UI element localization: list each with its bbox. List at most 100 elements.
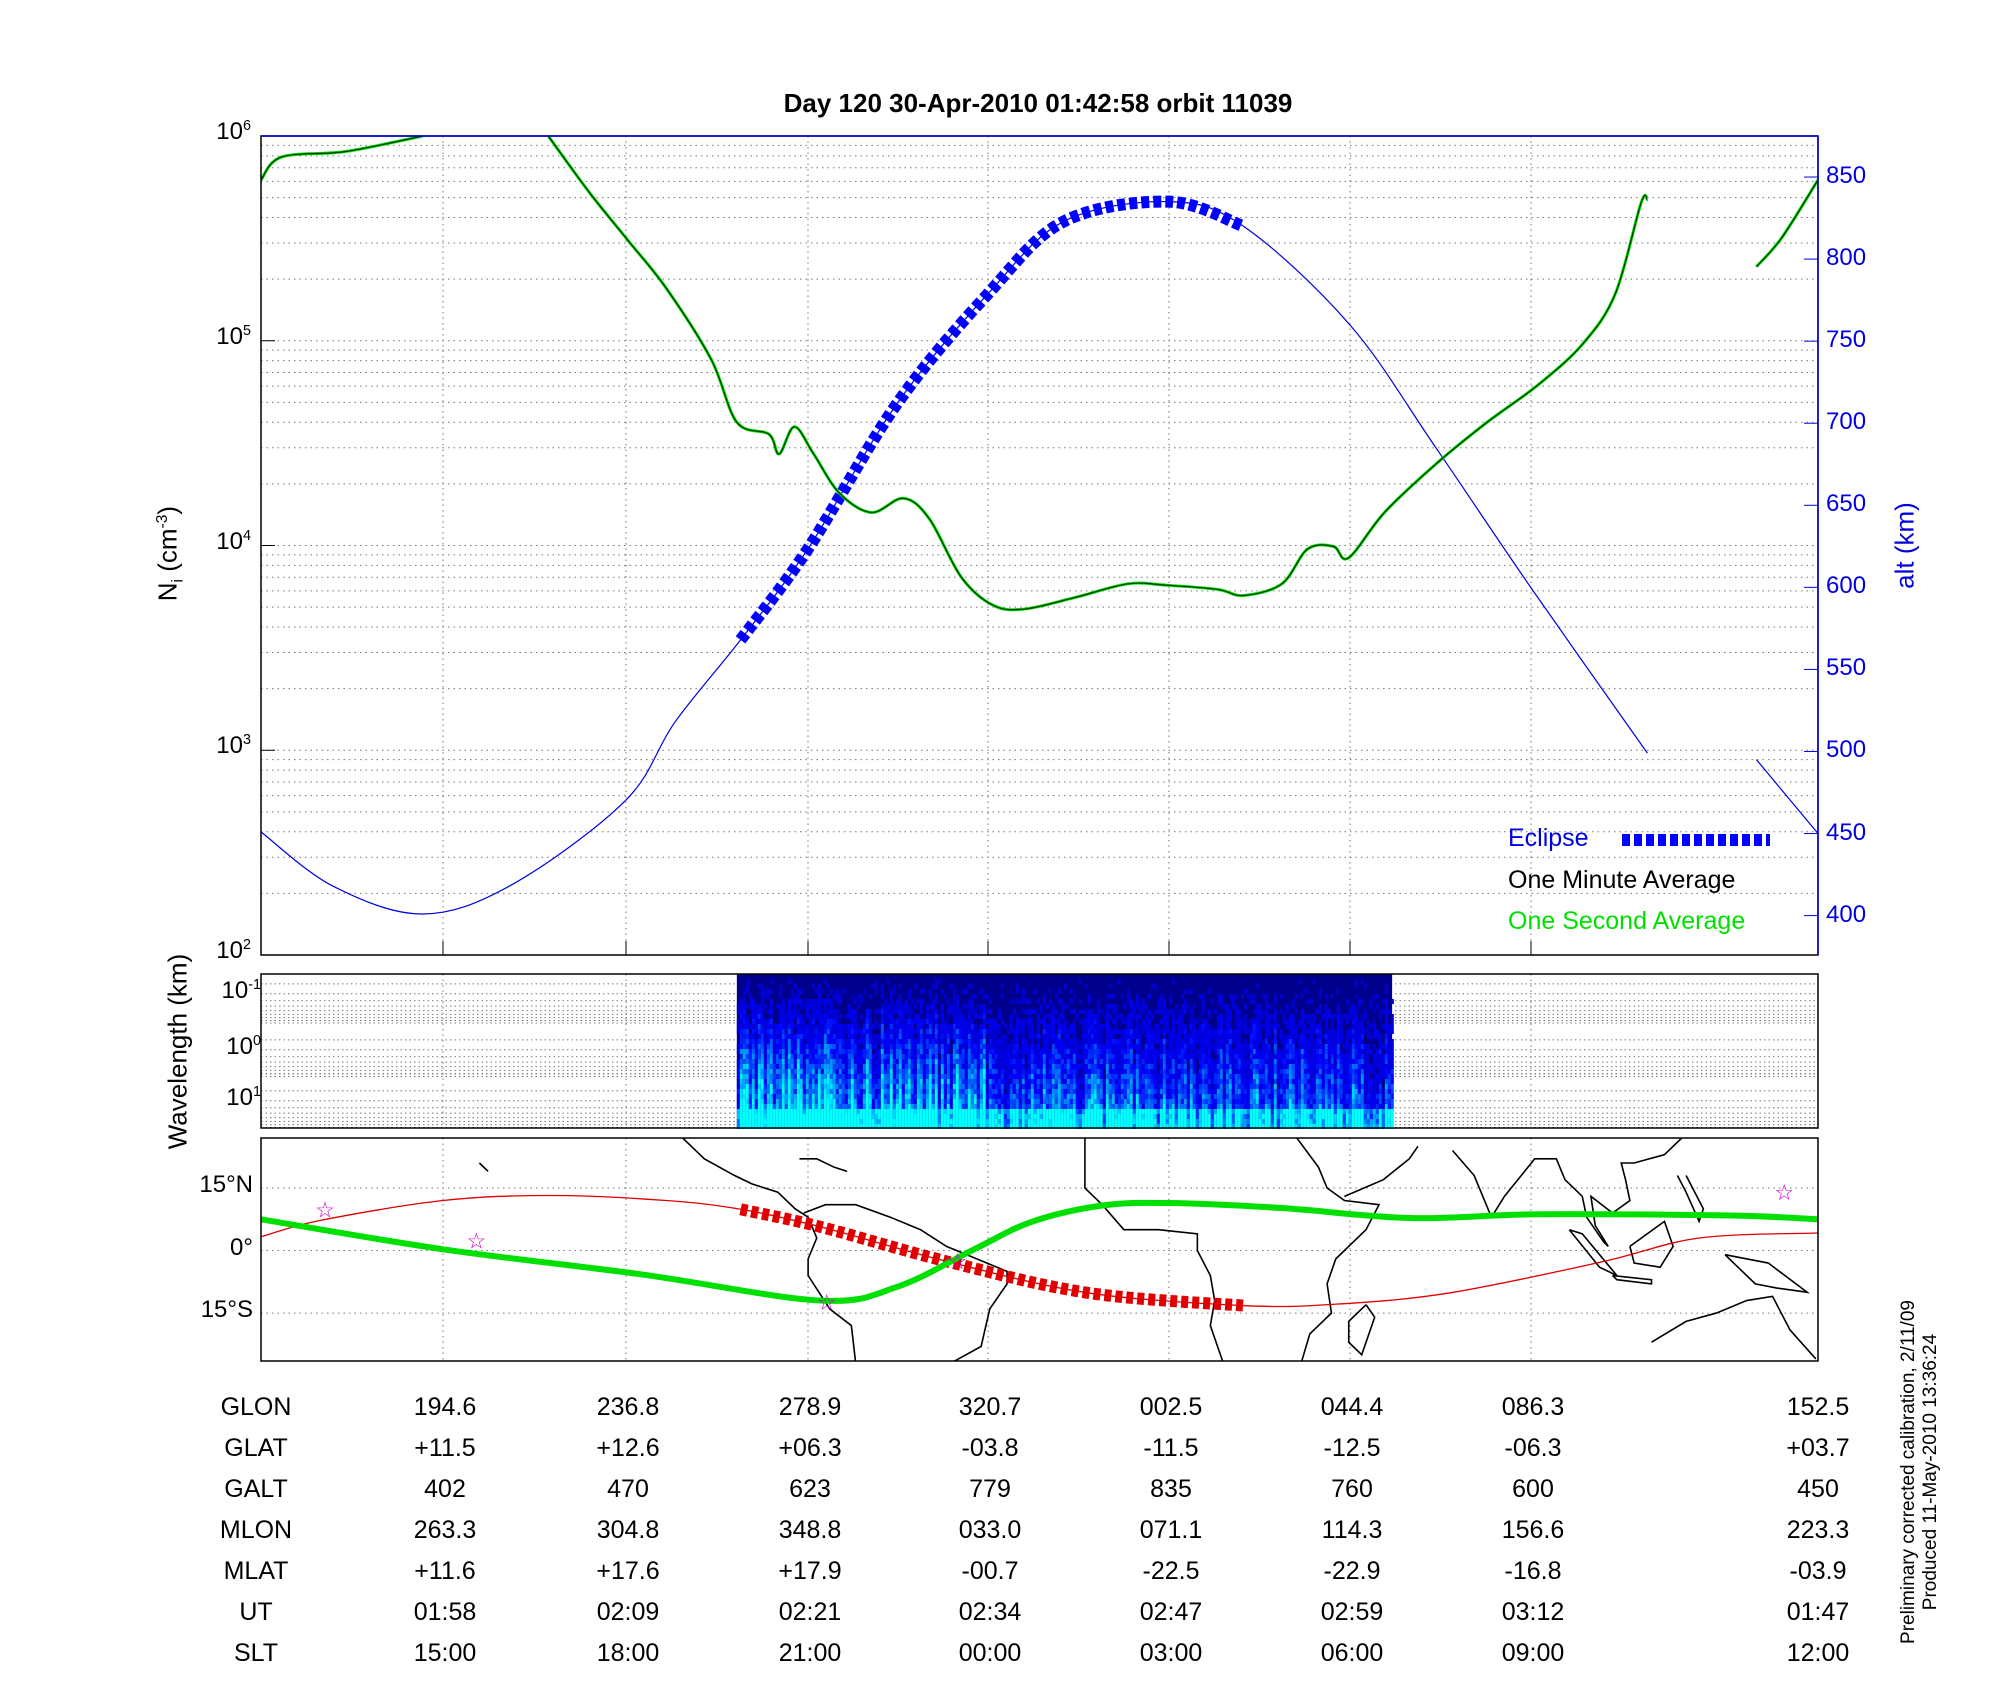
spectrogram-cell <box>889 1019 893 1024</box>
spectrogram-cell <box>964 1049 968 1054</box>
spectrogram-cell <box>1126 1034 1130 1039</box>
spectrogram-cell <box>757 984 761 989</box>
spectrogram-cell <box>1108 1074 1112 1079</box>
spectrogram-cell <box>973 1059 977 1064</box>
spectrogram-cell <box>1285 1109 1289 1114</box>
spectrogram-cell <box>973 1109 977 1114</box>
spectrogram-cell <box>868 1049 872 1054</box>
spectrogram-cell <box>880 984 884 989</box>
spectrogram-cell <box>784 1064 788 1069</box>
spectrogram-cell <box>1003 1079 1007 1084</box>
spectrogram-cell <box>979 1034 983 1039</box>
spectrogram-cell <box>1195 1094 1199 1099</box>
spectrogram-cell <box>1210 1124 1214 1129</box>
spectrogram-cell <box>1099 1119 1103 1124</box>
spectrogram-cell <box>1132 1014 1136 1019</box>
spectrogram-cell <box>931 1014 935 1019</box>
spectrogram-cell <box>829 1054 833 1059</box>
spectrogram-cell <box>1267 1034 1271 1039</box>
spectrogram-cell <box>793 1069 797 1074</box>
spectrogram-cell <box>1198 1064 1202 1069</box>
spectrogram-cell <box>898 1054 902 1059</box>
spectrogram-cell <box>1279 1099 1283 1104</box>
spectrogram-cell <box>973 1049 977 1054</box>
spectrogram-cell <box>1234 1009 1238 1014</box>
spectrogram-cell <box>1219 1029 1223 1034</box>
spectrogram-cell <box>1117 1119 1121 1124</box>
spectrogram-cell <box>1279 1064 1283 1069</box>
spectrogram-cell <box>1207 989 1211 994</box>
spectrogram-cell <box>1315 1064 1319 1069</box>
spectrogram-cell <box>1306 1069 1310 1074</box>
spectrogram-cell <box>835 1034 839 1039</box>
spectrogram-cell <box>1234 1049 1238 1054</box>
spectrogram-cell <box>1312 1049 1316 1054</box>
spectrogram-cell <box>805 1009 809 1014</box>
spectrogram-cell <box>976 1049 980 1054</box>
spectrogram-cell <box>1009 1024 1013 1029</box>
spectrogram-cell <box>826 1039 830 1044</box>
spectrogram-cell <box>961 1074 965 1079</box>
spectrogram-cell <box>1087 999 1091 1004</box>
spectrogram-cell <box>901 1004 905 1009</box>
spectrogram-cell <box>1018 1074 1022 1079</box>
spectrogram-cell <box>1315 1104 1319 1109</box>
spectrogram-cell <box>820 1024 824 1029</box>
spectrogram-cell <box>1183 1029 1187 1034</box>
spectrogram-cell <box>1021 1109 1025 1114</box>
spectrogram-cell <box>1087 1074 1091 1079</box>
spectrogram-cell <box>967 1059 971 1064</box>
spectrogram-cell <box>1057 1074 1061 1079</box>
spectrogram-cell <box>769 1119 773 1124</box>
spectrogram-cell <box>1303 1034 1307 1039</box>
spectrogram-cell <box>1168 1054 1172 1059</box>
spectrogram-cell <box>1183 1069 1187 1074</box>
spectrogram-cell <box>1030 1029 1034 1034</box>
spectrogram-cell <box>1282 1124 1286 1129</box>
spectrogram-cell <box>1138 1079 1142 1084</box>
spectrogram-cell <box>1273 1009 1277 1014</box>
spectrogram-cell <box>757 1004 761 1009</box>
spectrogram-cell <box>1162 1029 1166 1034</box>
spectrogram-cell <box>1093 1094 1097 1099</box>
spectrogram-cell <box>967 1064 971 1069</box>
spectrogram-cell <box>862 1089 866 1094</box>
spectrogram-cell <box>979 1089 983 1094</box>
spectrogram-cell <box>766 1104 770 1109</box>
spectrogram-cell <box>1159 1029 1163 1034</box>
spectrogram-cell <box>886 1074 890 1079</box>
spectrogram-cell <box>940 1044 944 1049</box>
spectrogram-cell <box>1261 1049 1265 1054</box>
spectrogram-cell <box>1084 1069 1088 1074</box>
spectrogram-cell <box>862 1099 866 1104</box>
spectrogram-cell <box>991 1114 995 1119</box>
spectrogram-cell <box>1210 1034 1214 1039</box>
spectrogram-cell <box>1171 1039 1175 1044</box>
spectrogram-cell <box>1105 1089 1109 1094</box>
spectrogram-cell <box>913 1079 917 1084</box>
spectrogram-cell <box>1282 1054 1286 1059</box>
spectrogram-cell <box>1264 1119 1268 1124</box>
spectrogram-cell <box>1144 1044 1148 1049</box>
spectrogram-cell <box>1057 1044 1061 1049</box>
spectrogram-cell <box>874 984 878 989</box>
spectrogram-cell <box>1234 1104 1238 1109</box>
spectrogram-cell <box>1150 1059 1154 1064</box>
spectrogram-cell <box>736 1059 740 1064</box>
spectrogram-cell <box>775 1109 779 1114</box>
spectrogram-cell <box>1252 1089 1256 1094</box>
spectrogram-cell <box>1114 1064 1118 1069</box>
spectrogram-cell <box>1108 1099 1112 1104</box>
spectrogram-cell <box>1285 1044 1289 1049</box>
spectrogram-cell <box>1273 1069 1277 1074</box>
spectrogram-cell <box>1291 1079 1295 1084</box>
spectrogram-cell <box>988 1119 992 1124</box>
spectrogram-cell <box>1201 1044 1205 1049</box>
spectrogram-cell <box>1348 1109 1352 1114</box>
spectrogram-cell <box>850 1024 854 1029</box>
spectrogram-cell <box>1075 1119 1079 1124</box>
spectrogram-cell <box>973 1039 977 1044</box>
spectrogram-cell <box>1117 1059 1121 1064</box>
spectrogram-cell <box>1255 1124 1259 1129</box>
spectrogram-cell <box>1015 1064 1019 1069</box>
